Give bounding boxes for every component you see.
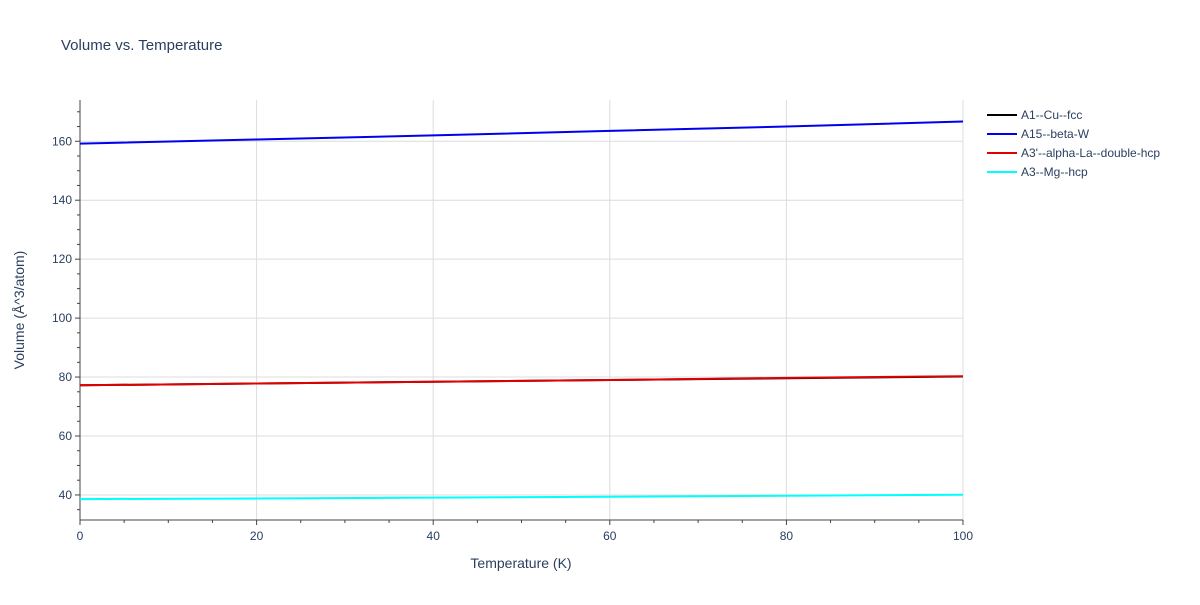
axes-layer: 0 20 40 60 80 100 40 60 80 100 120 140 160 (52, 100, 973, 543)
x-tick-label: 60 (603, 529, 617, 543)
y-tick-label: 40 (59, 488, 73, 502)
grid-layer (80, 100, 964, 520)
legend-label: A15--beta-W (1021, 127, 1090, 141)
y-axis-title: Volume (Å^3/atom) (11, 251, 27, 370)
series-layer (79, 120, 964, 501)
y-tick-label: 60 (59, 429, 73, 443)
y-tick-label: 100 (52, 311, 72, 325)
chart-title: Volume vs. Temperature (61, 37, 222, 54)
series-line-a3-mg-hcp (79, 493, 964, 501)
y-tick-label: 80 (59, 370, 73, 384)
x-tick-label: 80 (780, 529, 794, 543)
y-tick-label: 160 (52, 134, 72, 148)
legend-item-a3-alpha-la-double-hcp[interactable]: A3'--alpha-La--double-hcp (987, 146, 1160, 160)
legend-item-a15-beta-w[interactable]: A15--beta-W (987, 127, 1090, 141)
y-tick-label: 140 (52, 193, 72, 207)
y-tick-label: 120 (52, 252, 72, 266)
x-tick-label: 0 (77, 529, 84, 543)
x-tick-label: 20 (250, 529, 264, 543)
legend-item-a1-cu-fcc[interactable]: A1--Cu--fcc (987, 108, 1082, 122)
legend-label: A3--Mg--hcp (1021, 165, 1088, 179)
legend-item-a3-mg-hcp[interactable]: A3--Mg--hcp (987, 165, 1088, 179)
x-tick-label: 100 (953, 529, 973, 543)
legend-label: A1--Cu--fcc (1021, 108, 1082, 122)
legend[interactable]: A1--Cu--fcc A15--beta-W A3'--alpha-La--dou… (987, 108, 1160, 179)
series-line-a3-alpha-la-double-hcp (79, 375, 964, 387)
x-axis-title: Temperature (K) (470, 555, 571, 571)
series-line-a15-beta-w (79, 120, 964, 145)
x-tick-label: 40 (427, 529, 441, 543)
legend-label: A3'--alpha-La--double-hcp (1021, 146, 1160, 160)
